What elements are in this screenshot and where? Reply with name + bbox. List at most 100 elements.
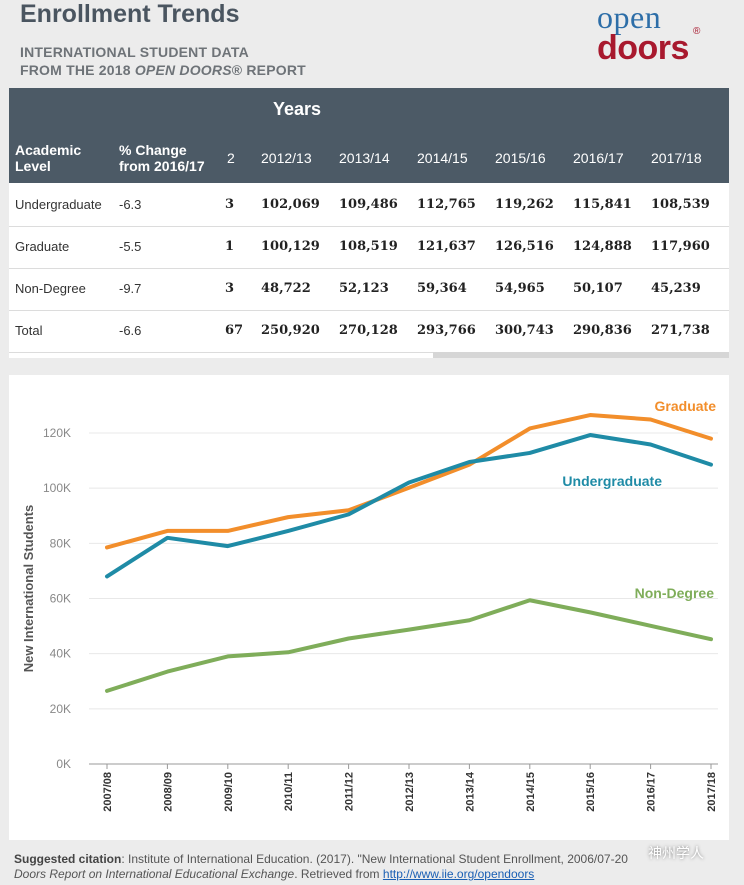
page-title: Enrollment Trends	[20, 0, 240, 28]
row-value: 119,262	[495, 197, 554, 212]
row-level: Graduate	[15, 239, 70, 254]
citation-text-1: : Institute of International Education. …	[121, 852, 628, 866]
row-value: 102,069	[261, 197, 320, 212]
table-row-undergraduate: Undergraduate -6.3 3 102,069 109,486 112…	[9, 184, 729, 227]
citation-label: Suggested citation	[14, 852, 122, 866]
x-tick-label: 2013/14	[464, 771, 476, 812]
row-value: 121,637	[417, 239, 476, 254]
series-line-undergraduate	[105, 433, 713, 579]
row-value: 108,519	[339, 239, 398, 254]
table-row-total: Total -6.6 67 250,920 270,128 293,766 30…	[9, 310, 729, 353]
row-value: 50,107	[573, 281, 623, 296]
row-value: 59,364	[417, 281, 467, 296]
y-tick-label: 100K	[43, 481, 71, 495]
row-value: 52,123	[339, 281, 389, 296]
row-value: 48,722	[261, 281, 311, 296]
enrollment-table: Years Academic Level % Change from 2016/…	[9, 88, 729, 358]
y-tick-label: 0K	[56, 757, 71, 771]
row-value: 270,128	[339, 323, 398, 338]
row-value: 117,960	[651, 239, 710, 254]
row-level: Non-Degree	[15, 281, 86, 296]
subtitle-line-1: INTERNATIONAL STUDENT DATA	[20, 44, 249, 60]
row-change: -9.7	[119, 281, 142, 296]
series-label: Graduate	[655, 398, 717, 414]
x-tick-label: 2016/17	[646, 772, 658, 812]
row-value: 300,743	[495, 323, 554, 338]
x-tick-label: 2017/18	[706, 772, 718, 812]
subtitle-italic: OPEN DOORS	[134, 62, 232, 78]
citation-link[interactable]: http://www.iie.org/opendoors	[382, 867, 535, 881]
row-value: 108,539	[651, 197, 710, 212]
row-value: 54,965	[495, 281, 545, 296]
row-value: 124,888	[573, 239, 632, 254]
col-percent-change-l2: from 2016/17	[119, 158, 205, 174]
chart-svg: 0K 20K 40K 60K 80K 100K 120K New International …	[21, 398, 718, 812]
x-tick-label: 2015/16	[585, 772, 597, 812]
row-value: 250,920	[261, 323, 320, 338]
series-line-non-degree	[105, 598, 713, 693]
row-value: 109,486	[339, 197, 398, 212]
table-horizontal-scrollbar[interactable]	[433, 352, 729, 358]
row-change: -6.3	[119, 197, 142, 212]
subtitle-suffix: ® REPORT	[231, 62, 306, 78]
row-value: 112,765	[417, 197, 476, 212]
row-n: 1	[225, 239, 235, 254]
x-tick-label: 2007/08	[102, 772, 114, 812]
row-value: 115,841	[573, 197, 632, 212]
col-academic-level-l1: Academic	[15, 142, 82, 158]
watermark: 神州学人	[648, 845, 704, 861]
col-academic-level: Academic Level	[15, 142, 81, 174]
col-year: 2013/14	[339, 150, 390, 166]
col-percent-change-l1: % Change	[119, 142, 187, 158]
x-tick-label: 2012/13	[404, 772, 416, 812]
row-value: 45,239	[651, 281, 701, 296]
subtitle-prefix: FROM THE 2018	[20, 62, 135, 78]
page-header: Enrollment Trends INTERNATIONAL STUDENT …	[0, 0, 744, 88]
col-year: 2016/17	[573, 150, 624, 166]
row-value: 126,516	[495, 239, 554, 254]
series-label: Undergraduate	[562, 473, 662, 489]
col-percent-change: % Change from 2016/17	[119, 142, 205, 174]
x-tick-label: 2011/12	[344, 772, 356, 811]
y-tick-label: 20K	[50, 702, 71, 716]
y-tick-label: 120K	[43, 426, 71, 440]
row-value: 290,836	[573, 323, 632, 338]
col-year: 2015/16	[495, 150, 546, 166]
x-tick-label: 2010/11	[283, 772, 295, 811]
row-value: 271,738	[651, 323, 710, 338]
col-year: 2012/13	[261, 150, 312, 166]
table-row-graduate: Graduate -5.5 1 100,129 108,519 121,637 …	[9, 226, 729, 269]
y-tick-label: 80K	[50, 536, 71, 550]
row-value: 100,129	[261, 239, 320, 254]
logo-open-text: open	[597, 0, 662, 35]
col-n: 2	[227, 150, 235, 166]
citation-italic: Doors Report on International Educationa…	[14, 867, 295, 881]
citation: Suggested citation: Institute of Interna…	[14, 852, 734, 882]
x-tick-label: 2009/10	[223, 772, 235, 812]
row-n: 67	[225, 323, 244, 338]
col-year: 2017/18	[651, 150, 702, 166]
x-tick-label: 2008/09	[162, 772, 174, 812]
table-header: Years Academic Level % Change from 2016/…	[9, 88, 729, 183]
row-level: Total	[15, 323, 43, 338]
open-doors-logo: open doors ®	[597, 0, 700, 67]
row-change: -5.5	[119, 239, 142, 254]
table-row-non-degree: Non-Degree -9.7 3 48,722 52,123 59,364 5…	[9, 268, 729, 311]
series-line-graduate	[105, 413, 713, 550]
row-value: 293,766	[417, 323, 476, 338]
col-year: 2014/15	[417, 150, 468, 166]
y-tick-label: 60K	[50, 592, 71, 606]
citation-text-2: . Retrieved from	[294, 867, 383, 881]
x-tick-label: 2014/15	[525, 772, 537, 812]
logo-registered-mark: ®	[693, 26, 701, 37]
logo-doors-text: doors	[597, 29, 689, 67]
row-change: -6.6	[119, 323, 142, 338]
row-level: Undergraduate	[15, 197, 102, 212]
enrollment-line-chart: 0K 20K 40K 60K 80K 100K 120K New International …	[9, 375, 729, 840]
y-tick-label: 40K	[50, 647, 71, 661]
y-axis-label: New International Students	[21, 505, 36, 673]
years-header: Years	[273, 99, 322, 119]
row-n: 3	[225, 197, 235, 212]
row-n: 3	[225, 281, 235, 296]
col-academic-level-l2: Level	[15, 158, 51, 174]
